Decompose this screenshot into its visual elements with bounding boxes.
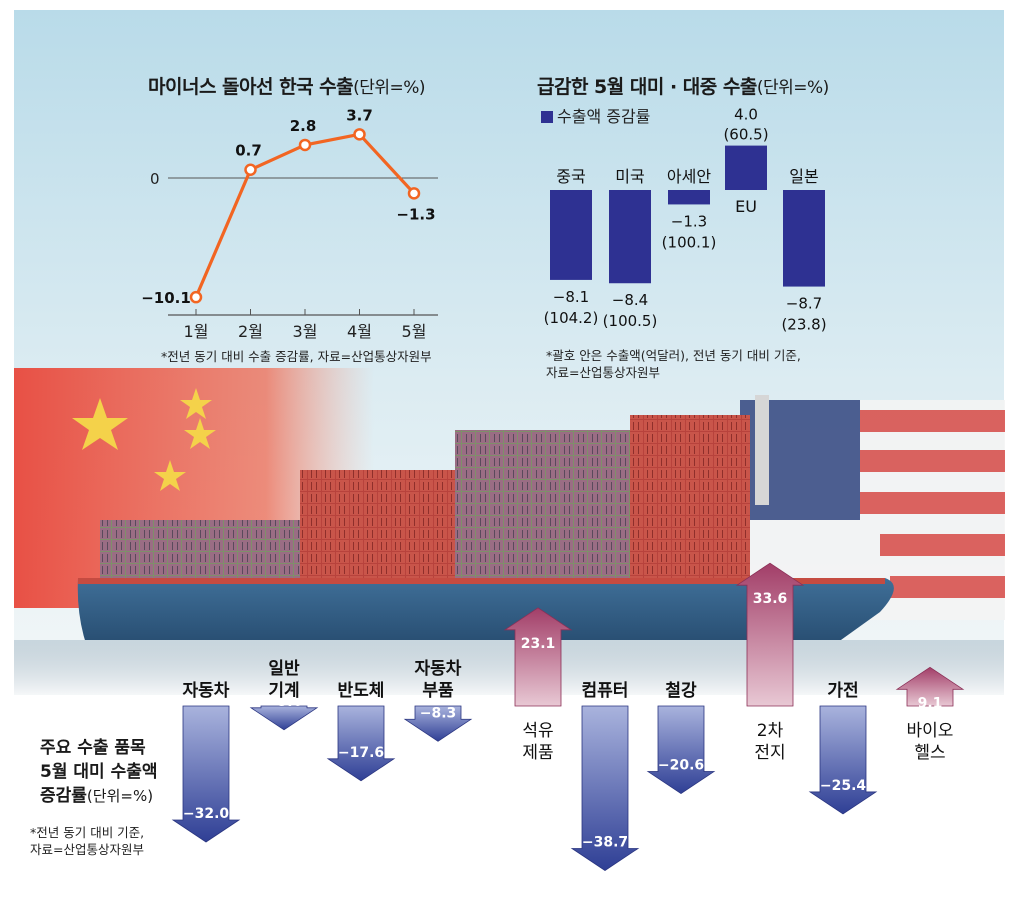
bar-chart-note-line: 자료=산업통상자원부 <box>546 365 660 380</box>
item-title-line: 주요 수출 품목 <box>40 738 146 758</box>
zero-label: 0 <box>150 170 160 188</box>
decline-arrow <box>326 705 396 782</box>
category-label: 바이오 <box>907 721 954 741</box>
amount-label: (100.5) <box>603 312 658 330</box>
bar <box>609 190 651 284</box>
line-chart-unit: (단위=%) <box>353 78 426 98</box>
growth-arrow <box>503 607 573 707</box>
data-point <box>407 187 421 200</box>
data-point <box>298 138 312 152</box>
x-tick-label: 4월 <box>347 322 372 341</box>
item-chart-note-line: *전년 동기 대비 기준, <box>30 825 145 840</box>
x-tick-label: 3월 <box>293 322 318 341</box>
category-label: 철강 <box>665 681 697 701</box>
value-label: 33.6 <box>753 591 788 607</box>
data-label: 0.7 <box>235 142 262 160</box>
category-label: 2차 <box>757 721 784 741</box>
item-arrow-chart: −32.0자동차−5.6일반기계−17.6반도체−8.3자동차부품23.1석유제… <box>171 562 965 871</box>
decline-arrow <box>570 705 640 871</box>
line-chart-note: *전년 동기 대비 수출 증감률, 자료=산업통상자원부 <box>161 349 432 364</box>
data-label: −10.1 <box>141 289 191 307</box>
item-title-line: 5월 대미 수출액 <box>40 762 158 782</box>
line-chart-title: 마이너스 돌아선 한국 수출(단위=%) <box>148 76 426 98</box>
item-chart-unit: (단위=%) <box>86 787 154 805</box>
category-label: 반도체 <box>338 681 385 701</box>
bar-chart-title: 급감한 5월 대미 · 대중 수출(단위=%) <box>537 76 829 98</box>
x-tick-label: 1월 <box>184 322 209 341</box>
series-line <box>194 132 416 298</box>
legend-swatch <box>541 111 553 123</box>
x-tick-label: 5월 <box>402 322 427 341</box>
item-chart-note-line: 자료=산업통상자원부 <box>30 842 144 857</box>
category-label: 석유 <box>522 721 553 741</box>
decline-arrow <box>249 705 319 731</box>
amount-label: (23.8) <box>781 316 826 334</box>
category-label: 일본 <box>789 167 818 186</box>
category-label: 중국 <box>556 167 585 186</box>
decline-arrow <box>403 705 473 742</box>
category-label: 부품 <box>422 681 454 701</box>
decline-arrow <box>808 705 878 815</box>
decline-arrow <box>646 705 716 795</box>
bar <box>725 145 767 190</box>
category-label: EU <box>735 197 757 216</box>
value-label: −5.6 <box>266 694 303 710</box>
category-label: 미국 <box>615 167 644 186</box>
decline-arrow <box>171 705 241 843</box>
x-tick-label: 2월 <box>238 322 263 341</box>
value-label: −38.7 <box>582 834 628 850</box>
value-label: −32.0 <box>183 806 230 822</box>
value-label: 23.1 <box>521 636 556 652</box>
data-point <box>353 128 366 141</box>
value-label: −25.4 <box>820 778 867 794</box>
data-point <box>189 290 203 304</box>
category-label: 일반 <box>268 659 300 679</box>
value-label: −8.3 <box>420 705 457 721</box>
item-title-line: 증감률 <box>40 786 87 806</box>
category-label: 자동차 <box>183 681 230 701</box>
value-label: −8.4 <box>612 291 648 309</box>
category-label: 전지 <box>754 743 785 763</box>
value-label: −8.1 <box>553 288 589 306</box>
bar-chart-legend: 수출액 증감률 <box>541 103 650 127</box>
amount-label: (60.5) <box>723 126 768 144</box>
item-chart-title: 주요 수출 품목 5월 대미 수출액 증감률(단위=%) <box>40 736 158 808</box>
category-label: 제품 <box>522 743 553 763</box>
data-label: 3.7 <box>346 106 373 124</box>
bar-chart-note: *괄호 안은 수출액(억달러), 전년 동기 대비 기준, 자료=산업통상자원부 <box>546 347 801 381</box>
value-label: −1.3 <box>671 212 707 230</box>
legend-label: 수출액 증감률 <box>557 107 651 126</box>
category-label: 아세안 <box>667 167 711 186</box>
category-label: 가전 <box>827 681 858 701</box>
bar <box>550 190 592 280</box>
region-bar-chart: 중국 −8.1 (104.2) 미국 −8.4 (100.5) 아세안 −1.3 (100.1)… <box>544 106 827 334</box>
data-point <box>244 163 257 176</box>
bar-chart-note-line: *괄호 안은 수출액(억달러), 전년 동기 대비 기준, <box>546 348 801 363</box>
bar <box>783 190 825 287</box>
data-label: −1.3 <box>396 205 435 223</box>
value-label: 9.1 <box>918 695 943 711</box>
value-label: −20.6 <box>658 758 704 774</box>
bar <box>668 190 710 205</box>
data-label: 2.8 <box>290 117 317 135</box>
value-label: −17.6 <box>338 745 384 761</box>
amount-label: (104.2) <box>544 309 599 327</box>
category-label: 자동차 <box>415 659 462 679</box>
amount-label: (100.1) <box>662 233 717 251</box>
growth-arrow <box>735 562 805 707</box>
value-label: 4.0 <box>734 106 758 124</box>
growth-arrow <box>895 666 965 707</box>
value-label: −8.7 <box>786 295 822 313</box>
category-label: 컴퓨터 <box>582 680 629 701</box>
line-chart: 0 −10.1 0.7 2.8 3.7 −1.3 1월 2월 3월 4월 5월 <box>141 106 438 341</box>
category-label: 기계 <box>268 681 299 701</box>
item-chart-note: *전년 동기 대비 기준, 자료=산업통상자원부 <box>30 824 144 858</box>
bar-chart-unit: (단위=%) <box>756 78 829 98</box>
category-label: 헬스 <box>914 743 945 763</box>
